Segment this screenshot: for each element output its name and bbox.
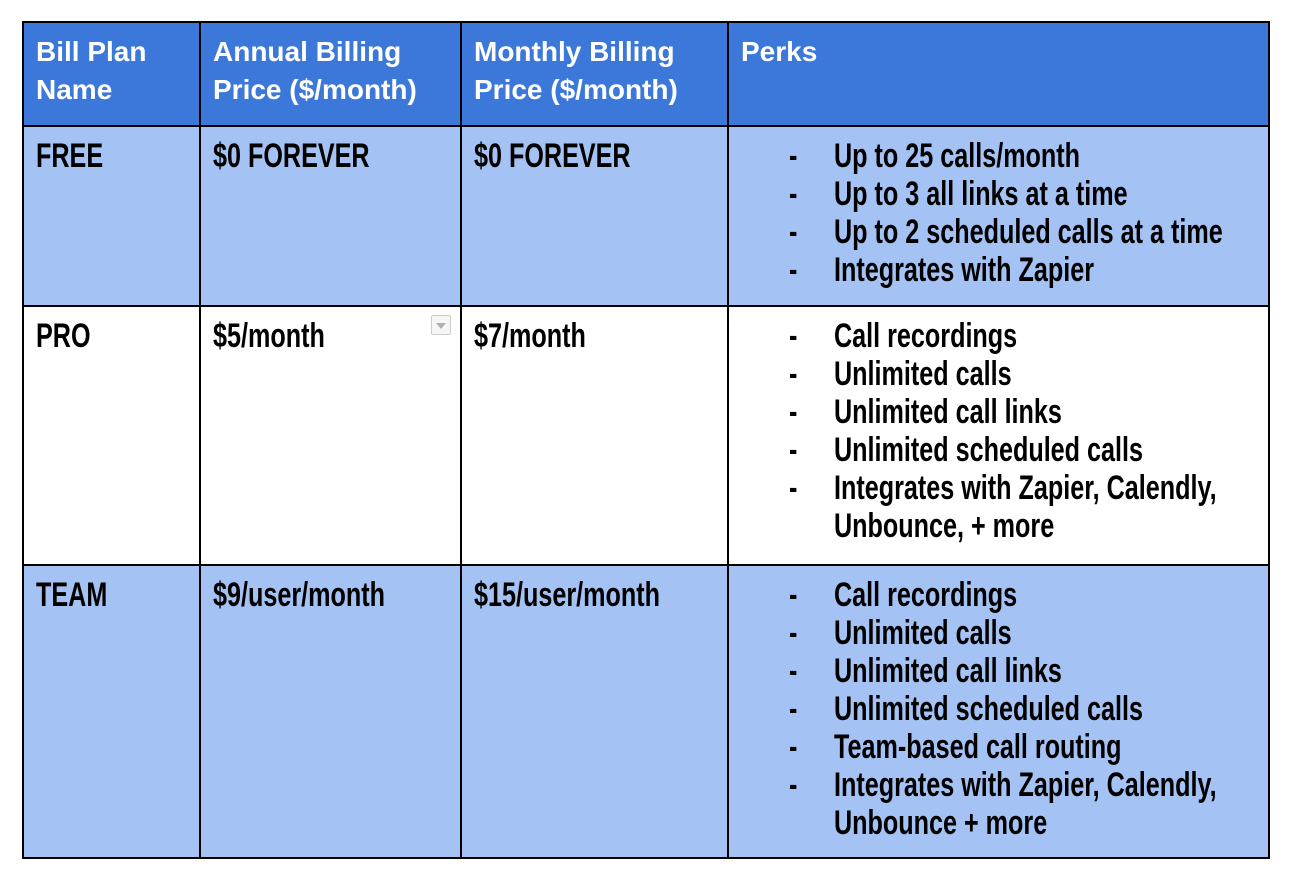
perk-item: - Unlimited calls [789, 614, 1248, 652]
perk-text: Unlimited calls [834, 355, 1012, 393]
bullet-dash: - [789, 576, 798, 614]
bullet-dash: - [789, 431, 798, 469]
perk-text: Integrates with Zapier, Calendly, Unboun… [834, 469, 1217, 545]
perk-item: - Unlimited call links [789, 652, 1248, 690]
pricing-table: Bill Plan Name Annual Billing Price ($/m… [22, 21, 1270, 859]
monthly-price: $15/user/month [474, 576, 660, 614]
monthly-price: $0 FOREVER [474, 137, 631, 175]
perk-text: Unlimited scheduled calls [834, 431, 1143, 469]
annual-price: $9/user/month [213, 576, 385, 614]
col-header-label: Bill Plan Name [36, 36, 147, 105]
perks-list: - Call recordings - Unlimited calls - Unlim… [729, 576, 1258, 842]
perk-text: Call recordings [834, 576, 1018, 614]
col-header-bill-plan-name[interactable]: Bill Plan Name [22, 21, 201, 127]
perks-cell[interactable]: - Up to 25 calls/month - Up to 3 all links… [727, 125, 1270, 307]
perk-item: - Integrates with Zapier, Calendly, Unbou… [789, 469, 1248, 545]
plan-name-cell[interactable]: TEAM [22, 564, 201, 859]
monthly-price: $7/month [474, 317, 586, 355]
bullet-dash: - [789, 652, 798, 690]
perk-item: - Integrates with Zapier [789, 251, 1248, 289]
bullet-dash: - [789, 393, 798, 431]
bullet-dash: - [789, 251, 798, 289]
perks-list: - Call recordings - Unlimited calls - Unlim… [729, 317, 1258, 545]
table-row-free: FREE $0 FOREVER $0 FOREVER - Up to 25 cal… [22, 125, 1270, 307]
dropdown-arrow-icon[interactable] [431, 315, 451, 335]
perk-text: Unlimited calls [834, 614, 1012, 652]
table-row-pro: PRO $5/month $7/month - Call recordings -… [22, 305, 1270, 566]
perk-item: - Unlimited scheduled calls [789, 690, 1248, 728]
perk-text: Unlimited call links [834, 652, 1062, 690]
perk-text: Integrates with Zapier [834, 251, 1095, 289]
bullet-dash: - [789, 728, 798, 766]
bullet-dash: - [789, 137, 798, 175]
annual-price-cell[interactable]: $9/user/month [199, 564, 462, 859]
down-triangle-icon [436, 322, 446, 329]
bullet-dash: - [789, 766, 798, 804]
perk-text: Unlimited scheduled calls [834, 690, 1143, 728]
perk-item: - Integrates with Zapier, Calendly, Unbou… [789, 766, 1248, 842]
perk-item: - Unlimited calls [789, 355, 1248, 393]
perk-item: - Up to 25 calls/month [789, 137, 1248, 175]
col-header-label: Perks [741, 36, 818, 67]
perk-text: Unlimited call links [834, 393, 1062, 431]
perk-item: - Unlimited scheduled calls [789, 431, 1248, 469]
bullet-dash: - [789, 213, 798, 251]
perks-cell[interactable]: - Call recordings - Unlimited calls - Unlim… [727, 564, 1270, 859]
bullet-dash: - [789, 690, 798, 728]
bullet-dash: - [789, 614, 798, 652]
plan-name: TEAM [36, 576, 108, 614]
plan-name-cell[interactable]: PRO [22, 305, 201, 566]
col-header-label: Annual Billing Price ($/month) [213, 36, 417, 105]
perk-item: - Team-based call routing [789, 728, 1248, 766]
table-row-team: TEAM $9/user/month $15/user/month - Call … [22, 564, 1270, 859]
bullet-dash: - [789, 175, 798, 213]
perk-text: Integrates with Zapier, Calendly, Unboun… [834, 766, 1217, 842]
perks-cell[interactable]: - Call recordings - Unlimited calls - Unlim… [727, 305, 1270, 566]
perk-item: - Call recordings [789, 317, 1248, 355]
monthly-price-cell[interactable]: $0 FOREVER [460, 125, 729, 307]
header-row: Bill Plan Name Annual Billing Price ($/m… [22, 21, 1270, 127]
perk-text: Up to 25 calls/month [834, 137, 1081, 175]
col-header-monthly-billing-price[interactable]: Monthly Billing Price ($/month) [460, 21, 729, 127]
perk-item: - Up to 2 scheduled calls at a time [789, 213, 1248, 251]
perk-item: - Unlimited call links [789, 393, 1248, 431]
perks-list: - Up to 25 calls/month - Up to 3 all links… [729, 137, 1258, 289]
perk-item: - Call recordings [789, 576, 1248, 614]
col-header-perks[interactable]: Perks [727, 21, 1270, 127]
annual-price-cell[interactable]: $0 FOREVER [199, 125, 462, 307]
col-header-annual-billing-price[interactable]: Annual Billing Price ($/month) [199, 21, 462, 127]
perk-text: Up to 3 all links at a time [834, 175, 1128, 213]
plan-name: PRO [36, 317, 91, 355]
perk-text: Call recordings [834, 317, 1018, 355]
annual-price: $5/month [213, 317, 325, 355]
perk-text: Up to 2 scheduled calls at a time [834, 213, 1223, 251]
annual-price-cell[interactable]: $5/month [199, 305, 462, 566]
bullet-dash: - [789, 469, 798, 507]
bullet-dash: - [789, 317, 798, 355]
bullet-dash: - [789, 355, 798, 393]
annual-price: $0 FOREVER [213, 137, 370, 175]
monthly-price-cell[interactable]: $15/user/month [460, 564, 729, 859]
plan-name: FREE [36, 137, 104, 175]
plan-name-cell[interactable]: FREE [22, 125, 201, 307]
col-header-label: Monthly Billing Price ($/month) [474, 36, 678, 105]
perk-text: Team-based call routing [834, 728, 1122, 766]
perk-item: - Up to 3 all links at a time [789, 175, 1248, 213]
monthly-price-cell[interactable]: $7/month [460, 305, 729, 566]
